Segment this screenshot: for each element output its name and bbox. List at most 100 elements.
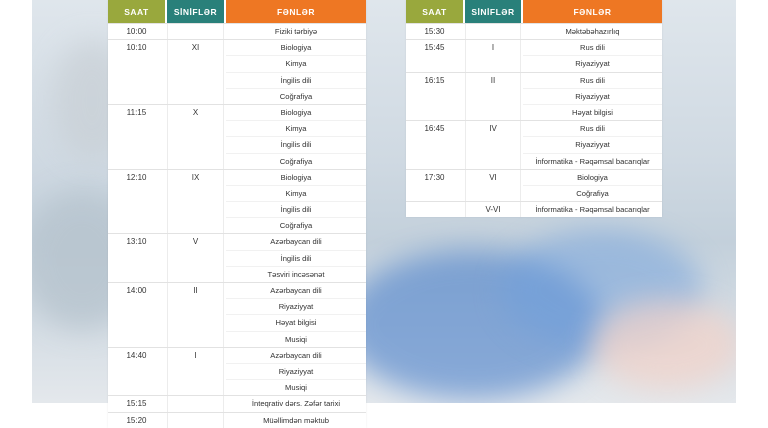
subject-item: İngilis dili [226, 249, 366, 266]
subject-item: Musiqi [226, 379, 366, 395]
subject-item: Coğrafiya [226, 87, 366, 104]
subject-item: Coğrafiya [226, 152, 366, 169]
time-cell: 11:15 [126, 107, 147, 117]
subjects-cell: Fiziki tərbiyə [226, 24, 366, 39]
table-header: SAAT SİNİFLƏR FƏNLƏR [406, 0, 662, 23]
time-cell: 12:10 [126, 172, 147, 182]
subjects-cell: İnformatika - Rəqəmsal bacarıqlar [523, 202, 662, 217]
schedule-row: 15:15 İnteqrativ dərs. Zəfər tarixi [108, 395, 366, 412]
subjects-cell: Biologiya Coğrafiya [523, 170, 662, 201]
schedule-row: 15:30 Məktəbəhazırlıq [406, 23, 662, 40]
time-cell: 17:30 [424, 172, 445, 182]
subject-item: Musiqi [226, 330, 366, 347]
class-cell: II [167, 283, 224, 347]
subject-item: Məktəbəhazırlıq [565, 27, 620, 36]
schedule-row: 14:40 I Azərbaycan dili Riyaziyyat Musiqi [108, 346, 366, 396]
class-cell: II [465, 72, 521, 121]
subjects-cell: Biologiya Kimya İngilis dili Coğrafiya [226, 105, 366, 169]
subjects-cell: Rus dili Riyaziyyat İnformatika - Rəqəmsal… [523, 121, 662, 169]
subject-item: Rus dili [580, 43, 605, 53]
subject-item: İnteqrativ dərs. Zəfər tarixi [251, 399, 341, 409]
time-cell: 10:10 [126, 43, 147, 53]
class-cell [465, 24, 521, 40]
time-cell: 15:15 [126, 399, 147, 409]
class-cell: IX [167, 169, 224, 234]
time-cell: 16:15 [424, 75, 445, 85]
subject-item: Kimya [226, 55, 366, 71]
subjects-cell: Biologiya Kimya İngilis dili Coğrafiya [226, 170, 366, 234]
time-column-header: SAAT [406, 0, 463, 23]
time-cell: 15:20 [126, 415, 147, 425]
subjects-cell: Biologiya Kimya İngilis dili Coğrafiya [226, 40, 366, 104]
time-cell: 15:30 [424, 27, 445, 36]
subjects-cell: Azərbaycan dili İngilis dili Təsviri incəs… [226, 234, 366, 282]
subjects-column-header: FƏNLƏR [226, 0, 366, 23]
schedule-row: 12:10 IX Biologiya Kimya İngilis dili Coğrafi… [108, 168, 366, 234]
subjects-cell: Rus dili Riyaziyyat [523, 40, 662, 71]
subjects-column-header: FƏNLƏR [523, 0, 662, 23]
subject-item: Biologiya [280, 107, 312, 117]
subject-item: Kimya [226, 184, 366, 201]
subject-item: Kimya [226, 120, 366, 136]
class-cell: V [167, 234, 224, 282]
time-cell: 14:00 [126, 286, 147, 295]
schedule-row: V-VI İnformatika - Rəqəmsal bacarıqlar [406, 201, 662, 218]
subject-item: Azərbaycan dili [270, 350, 322, 360]
schedule-row: 16:45 IV Rus dili Riyaziyyat İnformatika - R… [406, 120, 662, 169]
subject-item: Azərbaycan dili [270, 286, 322, 295]
class-column-header: SİNİFLƏR [465, 0, 521, 23]
class-cell: X [167, 104, 224, 169]
class-cell [167, 412, 224, 428]
time-cell: 13:10 [126, 237, 147, 247]
subject-item: Riyaziyyat [523, 136, 662, 152]
schedule-row: 15:45 I Rus dili Riyaziyyat [406, 39, 662, 72]
subjects-cell: Azərbaycan dili Riyaziyyat Həyat bilgisi Mu… [226, 283, 366, 347]
schedule-row: 14:00 II Azərbaycan dili Riyaziyyat Həyat bi… [108, 282, 366, 347]
subjects-cell: Müəllimdən məktub [226, 413, 366, 428]
subject-item: Riyaziyyat [226, 362, 366, 379]
subjects-cell: Məktəbəhazırlıq [523, 24, 662, 39]
subjects-cell: İnteqrativ dərs. Zəfər tarixi [226, 396, 366, 411]
subject-item: İngilis dili [226, 71, 366, 88]
schedule-row: 15:20 Müəllimdən məktub [108, 411, 366, 428]
schedule-row: 11:15 X Biologiya Kimya İngilis dili Coğrafiy… [108, 103, 366, 169]
background-blur-shape [592, 300, 736, 390]
subject-item: Rus dili [580, 75, 605, 85]
subject-item: Azərbaycan dili [270, 237, 322, 247]
time-cell: 10:00 [126, 27, 147, 36]
schedule-table-left: SAAT SİNİFLƏR FƏNLƏR 10:00 Fiziki tərbiyə… [108, 0, 366, 428]
time-cell: 16:45 [424, 124, 445, 134]
subject-item: Həyat bilgisi [226, 314, 366, 330]
class-cell: XI [167, 40, 224, 104]
subject-item: Müəllimdən məktub [263, 415, 329, 425]
schedule-row: 10:10 XI Biologiya Kimya İngilis dili Coğrafi… [108, 39, 366, 104]
subject-item: İngilis dili [226, 201, 366, 217]
time-cell [406, 202, 463, 217]
subject-item: İngilis dili [226, 136, 366, 152]
subject-item: Riyaziyyat [523, 55, 662, 71]
subject-item: Rus dili [580, 124, 605, 134]
subject-item: İnformatika - Rəqəmsal bacarıqlar [535, 205, 650, 215]
subject-item: Riyaziyyat [226, 298, 366, 314]
schedule-row: 16:15 II Rus dili Riyaziyyat Həyat bilgisi [406, 71, 662, 121]
class-cell [167, 396, 224, 412]
class-cell [167, 24, 224, 40]
class-column-header: SİNİFLƏR [167, 0, 224, 23]
subject-item: Təsviri incəsənət [226, 265, 366, 282]
subjects-cell: Azərbaycan dili Riyaziyyat Musiqi [226, 348, 366, 396]
subject-item: Biologiya [280, 172, 312, 182]
subject-item: Coğrafiya [523, 184, 662, 201]
subject-item: Coğrafiya [226, 217, 366, 233]
class-cell: I [465, 40, 521, 72]
class-cell: V-VI [465, 202, 521, 218]
subject-item: İnformatika - Rəqəmsal bacarıqlar [523, 152, 662, 169]
time-cell: 14:40 [126, 350, 147, 360]
table-header: SAAT SİNİFLƏR FƏNLƏR [108, 0, 366, 23]
schedule-body: 10:00 Fiziki tərbiyə 10:10 XI Biologiya Kimya… [108, 23, 366, 428]
schedule-row: 10:00 Fiziki tərbiyə [108, 23, 366, 40]
subject-item: Biologiya [577, 172, 608, 182]
schedule-row: 17:30 VI Biologiya Coğrafiya [406, 168, 662, 202]
schedule-body: 15:30 Məktəbəhazırlıq 15:45 I Rus dili Riyazi… [406, 23, 662, 218]
subject-item: Biologiya [280, 43, 312, 53]
subject-item: Riyaziyyat [523, 87, 662, 104]
